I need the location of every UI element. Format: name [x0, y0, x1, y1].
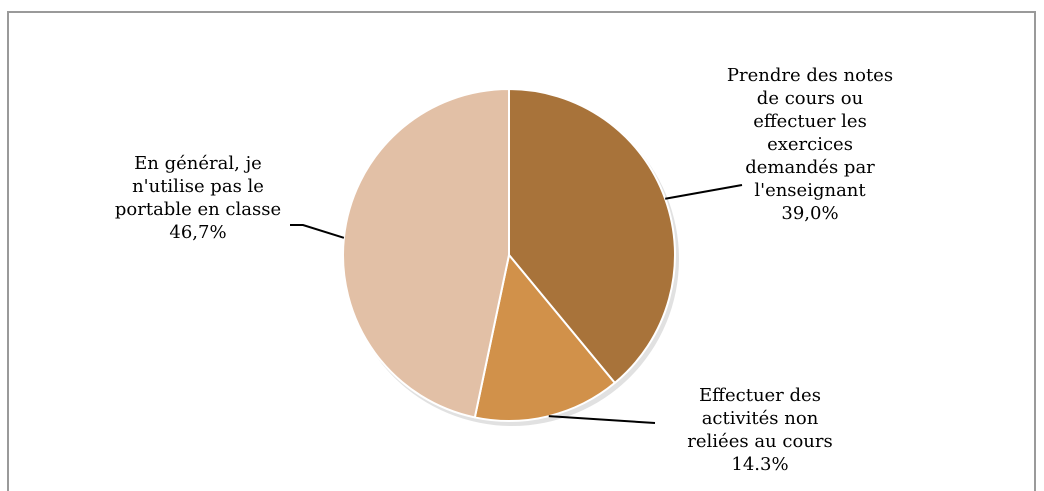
slice-label-general-line: portable en classe	[114, 199, 282, 220]
leader-line-activites	[548, 415, 656, 424]
slice-value-general: 46,7%	[169, 222, 227, 243]
slice-label-activites-line: reliées au cours	[687, 431, 833, 452]
slice-value-activites: 14.3%	[731, 454, 789, 475]
slice-label-notes-line: de cours ou	[756, 88, 864, 109]
slice-label-general-line: En général, je	[134, 153, 262, 174]
slice-label-activites-line: activités non	[701, 408, 819, 429]
slice-label-notes-line: l'enseignant	[754, 180, 866, 201]
slice-label-notes: Prendre des notes de cours ou effectuer …	[690, 64, 930, 225]
slice-notes	[508, 88, 676, 384]
slice-label-general-line: n'utilise pas le	[132, 176, 264, 197]
leader-line-general	[290, 224, 345, 239]
slice-label-notes-line: Prendre des notes	[726, 65, 894, 86]
slice-label-activites: Effectuer des activités non reliées au c…	[650, 384, 870, 476]
slice-label-notes-line: effectuer les	[753, 111, 867, 132]
slice-activites	[473, 254, 616, 422]
slice-label-activites-line: Effectuer des	[699, 385, 821, 406]
slice-label-general: En général, je n'utilise pas le portable…	[88, 152, 308, 244]
slice-label-notes-line: demandés par	[745, 157, 875, 178]
slice-label-notes-line: exercices	[767, 134, 853, 155]
slice-general	[342, 88, 510, 419]
slice-value-notes: 39,0%	[781, 203, 839, 224]
leader-line-notes	[665, 184, 743, 200]
